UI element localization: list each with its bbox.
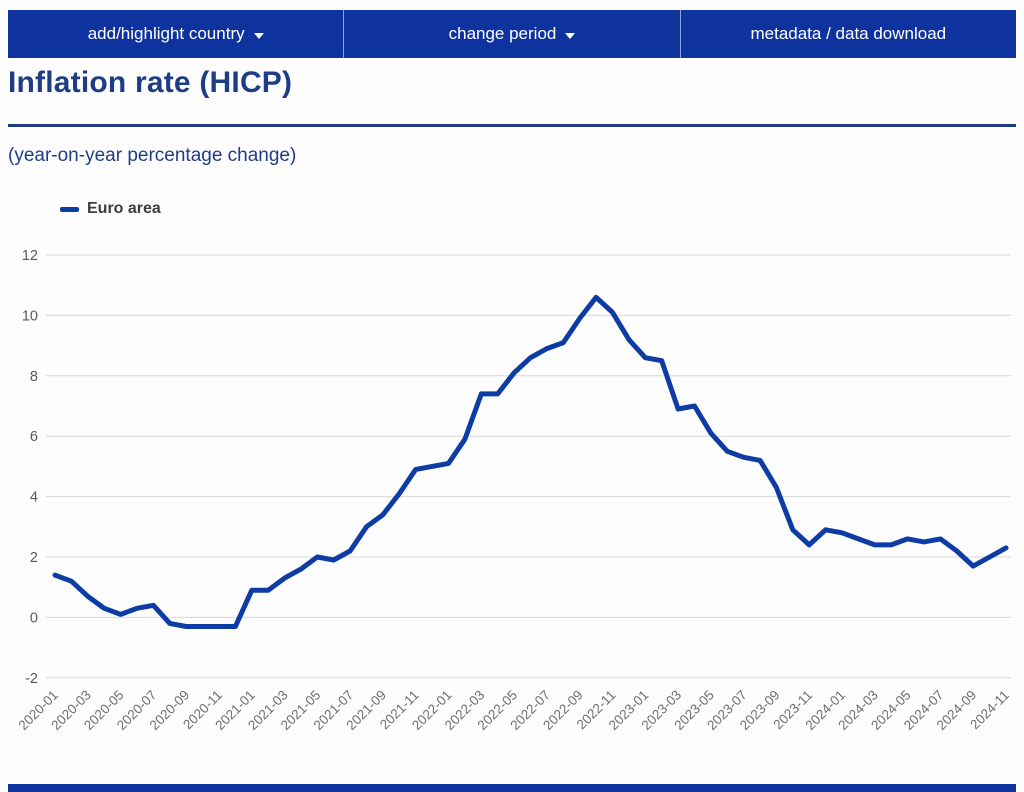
caret-down-icon [565,32,576,39]
title-divider [8,124,1016,127]
change-period-button[interactable]: change period [344,10,681,58]
line-chart: -2 0 2 4 6 8 10 12 2020-01 2020-03 2020-05 2020-07 2… [0,233,1024,773]
gridlines [46,254,1011,679]
y-tick-label: -2 [25,671,38,687]
y-tick-label: 8 [30,369,38,385]
y-tick-label: 0 [30,610,38,626]
legend-line-swatch-icon [60,206,79,212]
y-tick-label: 2 [30,550,38,566]
metadata-download-label: metadata / data download [750,24,947,43]
change-period-label: change period [448,24,557,43]
y-axis-labels: -2 0 2 4 6 8 10 12 [22,248,38,687]
footer-bar [8,784,1016,792]
add-highlight-country-label: add/highlight country [87,24,245,43]
caret-down-icon [253,32,264,39]
y-tick-label: 10 [22,308,38,324]
legend-label: Euro area [87,200,161,217]
y-tick-label: 12 [22,248,38,264]
y-tick-label: 6 [30,429,38,445]
chart-canvas[interactable]: -2 0 2 4 6 8 10 12 2020-012020-032020-052020-072… [0,233,1024,773]
page-title: Inflation rate (HICP) [8,66,293,99]
series-line-euro-area[interactable] [52,294,1009,629]
toolbar: add/highlight country change period meta… [8,10,1016,58]
y-tick-label: 4 [30,490,38,506]
metadata-download-button[interactable]: metadata / data download [681,10,1016,58]
page-subtitle: (year-on-year percentage change) [8,145,297,166]
x-axis-labels: 2020-012020-032020-052020-072020-092020-… [15,687,1012,733]
legend-item-euro-area[interactable]: Euro area [60,200,161,218]
add-highlight-country-button[interactable]: add/highlight country [8,10,345,58]
